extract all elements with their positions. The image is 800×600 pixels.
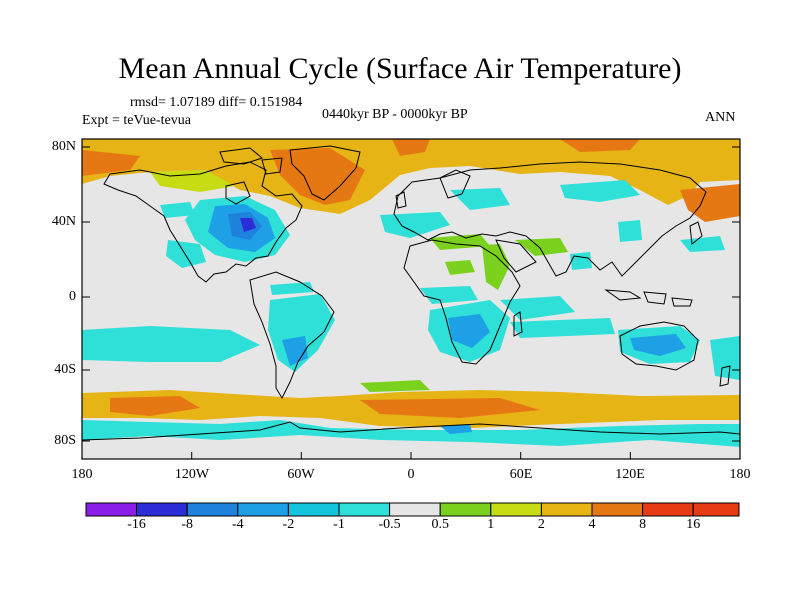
colorbar-label: 16	[686, 517, 701, 532]
lon-label-60w: 60W	[287, 467, 315, 482]
colorbar-swatch-13	[692, 502, 740, 517]
arctic-hotspot-siberia	[560, 139, 640, 152]
antarctica-coast	[82, 421, 740, 441]
colorbar-swatch-3	[186, 502, 239, 517]
colorbar-label: -1	[333, 517, 345, 532]
hudson-bay	[225, 181, 251, 205]
japan	[689, 221, 703, 245]
arabia	[495, 239, 537, 273]
season-label: ANN	[705, 110, 736, 125]
antarctic-cool-tongue	[440, 424, 472, 434]
colorbar-swatch-5	[287, 502, 340, 517]
colorbar-label: -4	[231, 517, 244, 532]
lon-label-60e: 60E	[509, 467, 533, 482]
greenland-coast	[289, 145, 361, 201]
greenland-strong-warm	[270, 148, 365, 205]
colorbar-label: 1	[487, 517, 495, 532]
indian-ocean-cool	[500, 296, 575, 320]
colorbar-swatch-1	[85, 502, 138, 517]
lat-label-40s: 40S	[54, 362, 76, 377]
south-america-cool-core	[282, 336, 308, 366]
new-zealand	[719, 365, 731, 387]
lat-label-80n: 80N	[51, 139, 76, 154]
period-label: 0440kyr BP - 0000kyr BP	[322, 107, 468, 122]
coastlines	[82, 145, 740, 441]
equatorial-atlantic-cool	[420, 286, 478, 304]
great-lakes-cool	[240, 218, 256, 232]
southern-ocean-hotspot-atlantic	[360, 398, 540, 418]
colorbar-swatch-2	[136, 502, 188, 517]
east-asia-cool	[618, 220, 642, 242]
south-indian-warm	[360, 380, 430, 392]
canadian-arctic-islands	[219, 147, 283, 175]
colorbar-swatch-7	[389, 502, 441, 517]
arctic-warm-band	[82, 139, 740, 214]
colorbar-label: -8	[181, 517, 194, 532]
africa-coast	[403, 239, 521, 365]
south-america-coast	[249, 271, 335, 400]
colorbar-label: 0.5	[431, 517, 449, 532]
mexico-cool	[166, 240, 206, 268]
british-isles	[395, 191, 407, 209]
colorbar-swatch-11	[591, 502, 644, 517]
middle-east-warm	[515, 238, 568, 256]
colorbar-label: 8	[639, 517, 647, 532]
colorbar-label: -2	[282, 517, 295, 532]
colorbar-swatch-10	[540, 502, 593, 517]
australia-cool-core	[630, 334, 686, 356]
stats-label: rmsd= 1.07189 diff= 0.151984	[130, 95, 303, 110]
colorbar-swatch-6	[338, 502, 391, 517]
lon-label-0: 0	[407, 467, 415, 482]
southern-africa-cool-core	[448, 314, 490, 348]
eurasia-coast	[393, 161, 707, 277]
colorbar-swatch-9	[490, 502, 542, 517]
australia-coast	[619, 321, 699, 371]
arctic-hotspot-europe	[392, 139, 430, 156]
colorbar-label: -16	[127, 517, 146, 532]
experiment-label: Expt = teVue-tevua	[82, 113, 191, 128]
lat-label-40n: 40N	[51, 214, 76, 229]
eurasia-cool-north	[450, 188, 510, 210]
southern-ocean-hotspot-pacific	[110, 396, 200, 416]
lon-label-120e: 120E	[615, 467, 645, 482]
colorbar-swatch-12	[642, 502, 694, 517]
colorbar-swatch-8	[439, 502, 492, 517]
map-title: Mean Annual Cycle (Surface Air Temperatu…	[118, 52, 682, 85]
sw-pacific-cool	[710, 336, 740, 380]
scandinavia	[439, 169, 471, 199]
north-pacific-cool	[160, 202, 195, 218]
lat-label-0: 0	[69, 289, 76, 304]
colorbar-label: -0.5	[378, 517, 401, 532]
colorbar-label: 4	[588, 517, 596, 532]
indian-ocean-cool-band	[510, 318, 615, 338]
madagascar	[513, 311, 523, 337]
temperature-field	[82, 139, 740, 459]
arctic-hotspot-alaska	[82, 150, 140, 176]
antarctic-cool-belt	[82, 420, 740, 447]
colorbar-swatch-4	[237, 502, 289, 517]
lon-label-180e: 180	[729, 467, 751, 482]
colorbar	[85, 502, 740, 517]
central-asia-cool	[560, 180, 640, 202]
india-cool	[570, 252, 592, 270]
colorbar-label: 2	[537, 517, 545, 532]
map-ticks	[82, 146, 740, 459]
west-africa-warm	[445, 260, 475, 275]
lat-label-80s: 80S	[54, 433, 76, 448]
pacific-cool-strip	[270, 282, 314, 295]
tropical-pacific-cool	[82, 326, 260, 362]
south-america-cool	[268, 294, 335, 372]
lon-label-180w: 180	[71, 467, 93, 482]
indonesia	[604, 289, 693, 307]
lon-label-120w: 120W	[174, 467, 210, 482]
